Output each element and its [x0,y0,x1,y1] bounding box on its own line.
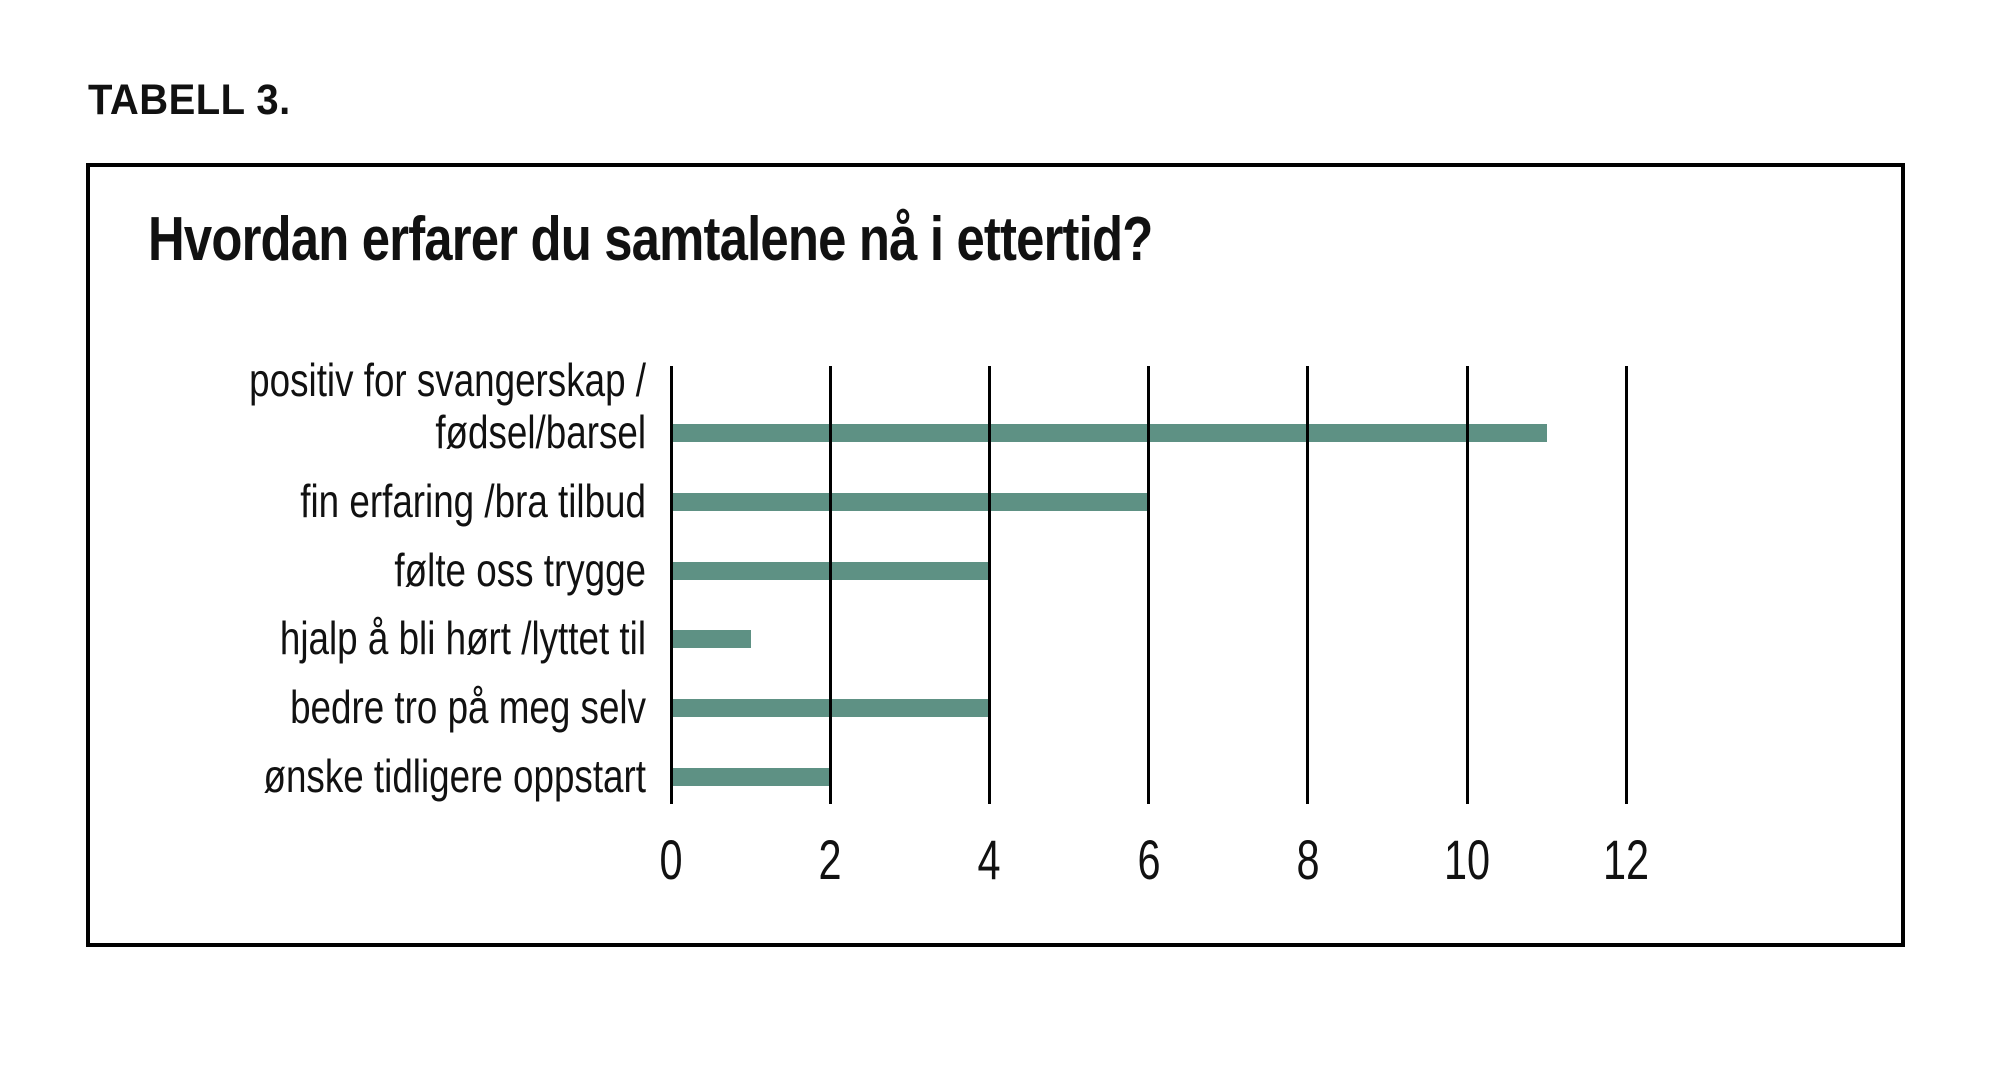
gridline [1624,366,1628,804]
gridline [1147,366,1151,804]
x-tick-label: 8 [1296,828,1320,891]
x-tick-label: 0 [659,828,683,891]
figure-caption: TABELL 3. [88,76,291,124]
category-label: hjalp å bli hørt /lyttet til [279,612,646,665]
gridline [987,366,991,804]
gridline [1306,366,1310,804]
bar [671,768,831,786]
bar [671,424,1547,442]
category-label: fin erfaring /bra tilbud [300,474,646,527]
x-tick-label: 4 [977,828,1001,891]
category-label: ønske tidligere oppstart [263,750,646,802]
x-tick-label: 6 [1137,828,1161,891]
chart-frame: Hvordan erfarer du samtalene nå i ettert… [86,163,1905,947]
bar [671,492,1149,511]
gridline [828,366,832,804]
plot-area: positiv for svangerskap / fødsel/barsel f… [90,167,1901,943]
chart-title: Hvordan erfarer du samtalene nå i ettert… [148,205,1153,274]
category-label: bedre tro på meg selv [290,681,646,734]
bar [671,630,751,649]
x-tick-label: 12 [1603,828,1650,891]
gridline [1465,366,1469,804]
x-tick-label: 10 [1443,828,1491,891]
gridline [669,366,673,804]
category-label: positiv for svangerskap / fødsel/barsel [249,354,646,458]
category-label: følte oss trygge [394,543,646,596]
x-tick-label: 2 [818,828,842,891]
